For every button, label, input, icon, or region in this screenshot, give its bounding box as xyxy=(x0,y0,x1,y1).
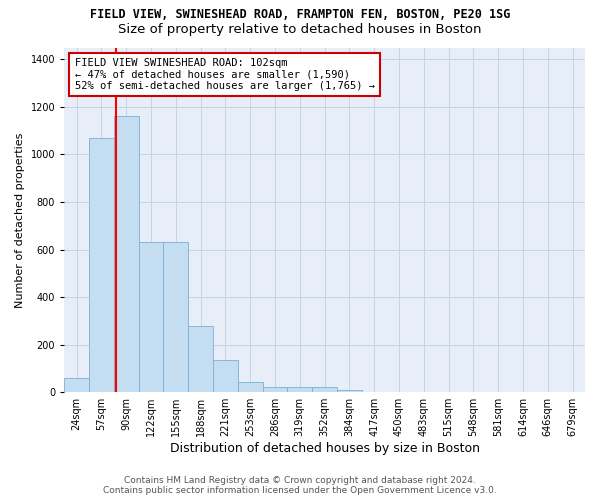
Text: FIELD VIEW, SWINESHEAD ROAD, FRAMPTON FEN, BOSTON, PE20 1SG: FIELD VIEW, SWINESHEAD ROAD, FRAMPTON FE… xyxy=(90,8,510,20)
Bar xyxy=(163,242,188,392)
Bar xyxy=(287,388,312,392)
Bar xyxy=(188,326,213,392)
Bar xyxy=(337,390,362,392)
Bar xyxy=(114,116,139,392)
Bar xyxy=(312,388,337,392)
Bar xyxy=(213,360,238,392)
Y-axis label: Number of detached properties: Number of detached properties xyxy=(15,132,25,308)
Bar xyxy=(64,378,89,392)
Bar xyxy=(238,382,263,392)
Bar xyxy=(89,138,114,392)
X-axis label: Distribution of detached houses by size in Boston: Distribution of detached houses by size … xyxy=(170,442,479,455)
Text: Contains HM Land Registry data © Crown copyright and database right 2024.
Contai: Contains HM Land Registry data © Crown c… xyxy=(103,476,497,495)
Bar xyxy=(263,388,287,392)
Text: FIELD VIEW SWINESHEAD ROAD: 102sqm
← 47% of detached houses are smaller (1,590)
: FIELD VIEW SWINESHEAD ROAD: 102sqm ← 47%… xyxy=(74,58,374,91)
Bar xyxy=(139,242,163,392)
Text: Size of property relative to detached houses in Boston: Size of property relative to detached ho… xyxy=(118,22,482,36)
